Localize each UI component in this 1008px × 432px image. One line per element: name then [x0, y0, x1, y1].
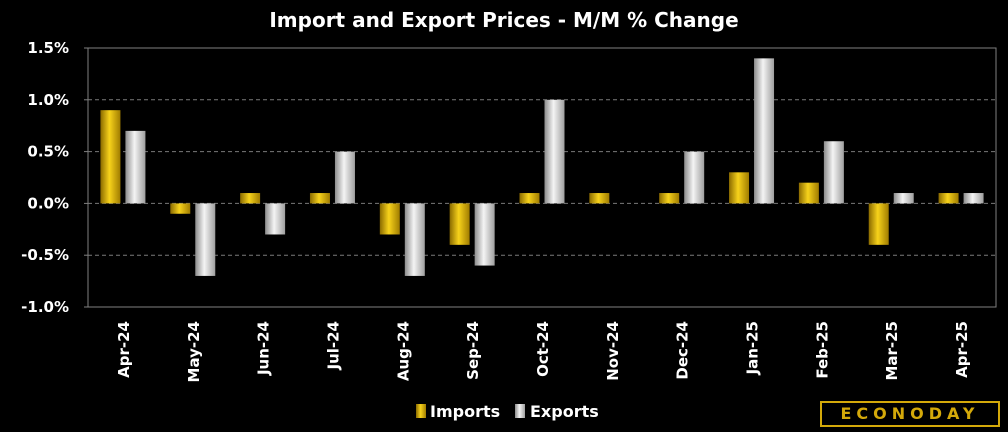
bar-exports-apr-24	[125, 130, 146, 204]
x-tick-label: May-24	[185, 321, 203, 382]
y-tick-label: 0.0%	[27, 194, 69, 212]
x-tick-label: Jul-24	[324, 321, 342, 371]
x-tick-label: Aug-24	[394, 321, 412, 381]
legend-label-imports: Imports	[430, 402, 500, 421]
legend-swatch-imports	[416, 404, 426, 418]
x-tick-label: Sep-24	[464, 321, 482, 380]
bar-exports-may-24	[195, 203, 216, 276]
bar-imports-jul-24	[309, 193, 330, 204]
x-tick-label: Dec-24	[674, 321, 692, 380]
y-tick-label: 0.5%	[27, 143, 69, 161]
bar-exports-sep-24	[474, 203, 495, 266]
bar-imports-apr-24	[100, 110, 121, 204]
x-tick-label: Oct-24	[534, 321, 552, 377]
y-axis: 1.5% 1.0% 0.5% 0.0% -0.5% -1.0%	[21, 39, 88, 316]
bar-imports-aug-24	[379, 203, 400, 235]
y-tick-label: 1.5%	[27, 39, 69, 57]
bar-exports-feb-25	[823, 141, 844, 204]
x-axis: Apr-24 May-24 Jun-24 Jul-24 Aug-24 Sep-24 Oct-…	[115, 321, 971, 382]
y-tick-label: 1.0%	[27, 91, 69, 109]
x-tick-label: Mar-25	[883, 321, 901, 381]
x-tick-label: Feb-25	[813, 321, 831, 379]
x-tick-label: Apr-24	[115, 321, 133, 378]
bar-exports-mar-25	[893, 193, 914, 204]
bar-imports-apr-25	[938, 193, 959, 204]
bar-exports-jan-25	[754, 58, 775, 204]
x-tick-label: Apr-25	[953, 321, 971, 378]
x-tick-label: Jan-25	[744, 321, 762, 375]
bar-exports-oct-24	[544, 99, 565, 204]
bar-imports-feb-25	[798, 182, 819, 204]
bar-exports-apr-25	[963, 193, 984, 204]
bars	[100, 58, 984, 276]
bar-exports-jun-24	[265, 203, 286, 235]
gridlines	[88, 99, 996, 256]
bar-imports-mar-25	[868, 203, 889, 245]
bar-imports-jun-24	[240, 193, 261, 204]
x-tick-label: Jun-24	[255, 321, 273, 376]
chart-title: Import and Export Prices - M/M % Change	[269, 8, 738, 32]
y-tick-label: -1.0%	[21, 298, 69, 316]
bar-imports-oct-24	[519, 193, 540, 204]
bar-imports-nov-24	[589, 193, 610, 204]
bar-exports-dec-24	[684, 151, 705, 204]
bar-imports-jan-25	[729, 172, 750, 204]
bar-imports-sep-24	[449, 203, 470, 245]
econoday-logo-text: ECONODAY	[840, 404, 980, 423]
bar-exports-jul-24	[334, 151, 355, 204]
bar-exports-aug-24	[404, 203, 425, 276]
legend: Imports Exports	[416, 402, 599, 421]
bar-imports-dec-24	[659, 193, 680, 204]
y-tick-label: -0.5%	[21, 246, 69, 264]
legend-swatch-exports	[515, 404, 525, 418]
bar-imports-may-24	[170, 203, 191, 214]
plot-area	[87, 47, 997, 308]
econoday-logo: ECONODAY	[820, 401, 1000, 427]
legend-label-exports: Exports	[530, 402, 599, 421]
x-tick-label: Nov-24	[604, 321, 622, 381]
